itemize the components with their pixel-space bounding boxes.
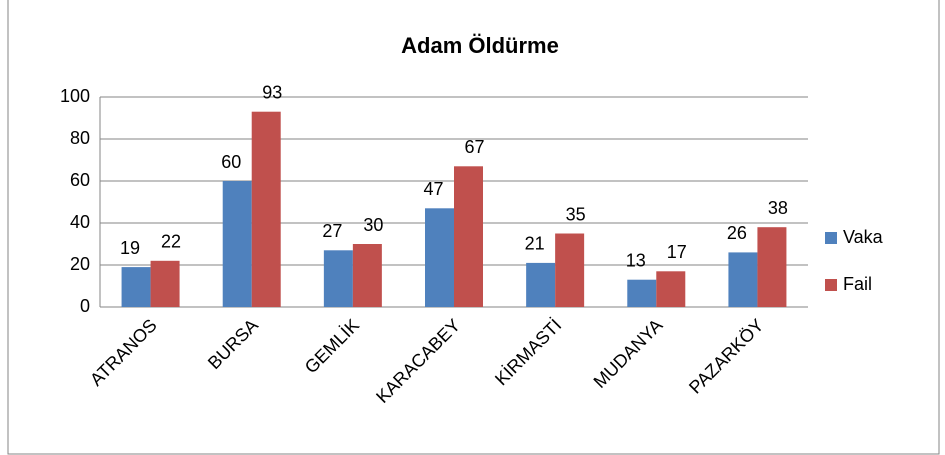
legend-swatch xyxy=(825,279,837,291)
bar xyxy=(121,267,151,307)
data-label: 30 xyxy=(363,215,383,235)
bar xyxy=(251,111,281,307)
data-label: 38 xyxy=(768,198,788,218)
y-tick-label: 60 xyxy=(70,170,90,190)
bar xyxy=(425,208,454,307)
data-label: 19 xyxy=(120,238,140,258)
bar xyxy=(627,279,657,307)
bar xyxy=(526,262,556,307)
data-label: 13 xyxy=(626,250,646,270)
bar xyxy=(222,181,252,307)
y-tick-label: 0 xyxy=(80,296,90,316)
y-tick-label: 20 xyxy=(70,254,90,274)
y-tick-label: 80 xyxy=(70,128,90,148)
data-label: 26 xyxy=(727,223,747,243)
bar xyxy=(454,166,483,307)
bar xyxy=(757,227,787,307)
legend-swatch xyxy=(825,232,837,244)
data-label: 47 xyxy=(423,179,443,199)
data-label: 22 xyxy=(161,232,181,252)
data-label: 93 xyxy=(262,82,282,102)
bar xyxy=(352,244,382,307)
data-label: 60 xyxy=(221,152,241,172)
y-tick-label: 100 xyxy=(60,86,90,106)
bar xyxy=(728,252,758,307)
data-label: 27 xyxy=(322,221,342,241)
bar xyxy=(323,250,353,307)
bar xyxy=(555,233,585,307)
data-label: 17 xyxy=(667,242,687,262)
bar xyxy=(656,271,686,307)
legend-label: Fail xyxy=(843,274,872,294)
data-label: 35 xyxy=(566,204,586,224)
chart-title: Adam Öldürme xyxy=(401,33,559,58)
bar xyxy=(150,260,180,307)
data-label: 67 xyxy=(464,137,484,157)
legend-label: Vaka xyxy=(843,227,884,247)
data-label: 21 xyxy=(525,234,545,254)
y-tick-label: 40 xyxy=(70,212,90,232)
